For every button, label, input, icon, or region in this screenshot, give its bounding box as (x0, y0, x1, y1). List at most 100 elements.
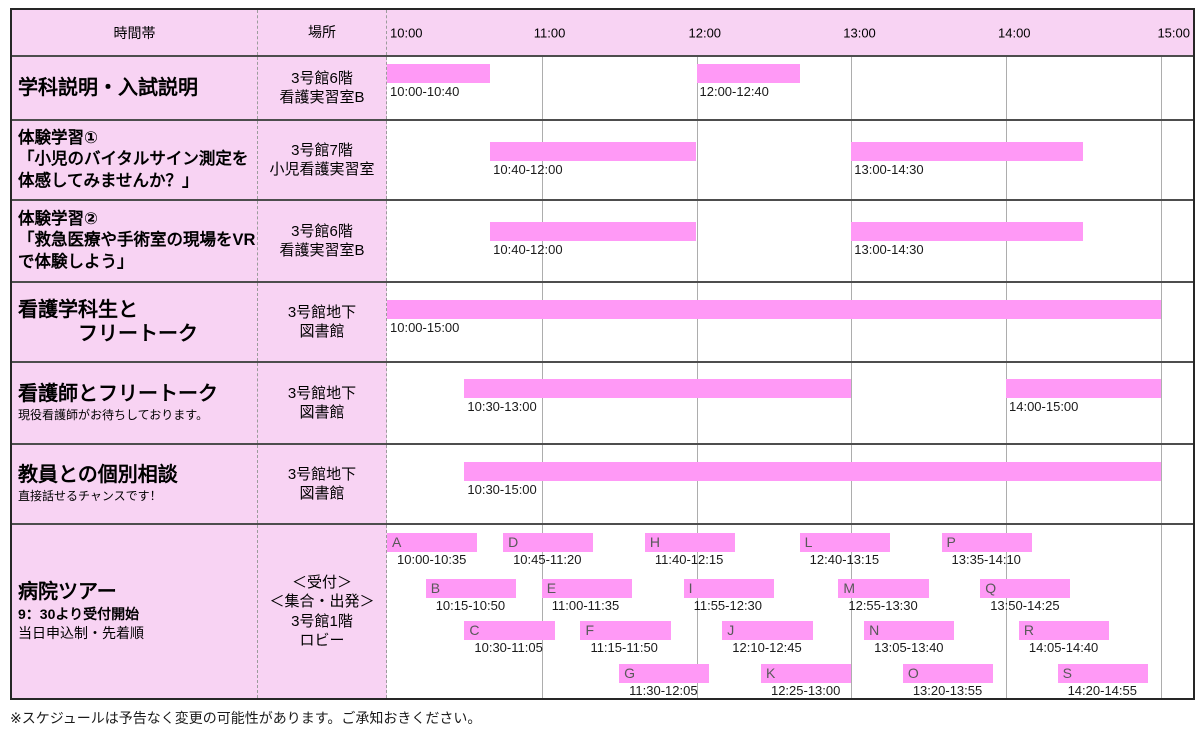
tour-time-label: 12:25-13:00 (770, 683, 841, 698)
timeline-cell: 10:30-15:00 (387, 445, 1193, 523)
timeline-cell: 10:00-10:40 12:00-12:40 (387, 57, 1193, 119)
place-text: 図書館 (299, 485, 345, 502)
hour-gridline (1160, 283, 1162, 361)
tour-bar: N (864, 621, 955, 640)
event-time-label: 12:00-12:40 (699, 84, 769, 99)
header-row: 時間帯 場所 10:00 11:00 12:00 13:00 14:00 15:00 (12, 10, 1193, 55)
tour-letter: G (624, 665, 636, 681)
tour-letter: D (508, 534, 519, 550)
hour-gridline (851, 283, 853, 361)
activity-text: 病院ツアー (18, 581, 117, 604)
event-time-label: 13:00-14:30 (854, 162, 924, 177)
tour-bar: M (838, 579, 929, 598)
schedule-footnote: ※スケジュールは予告なく変更の可能性があります。ご承知おきください。 (10, 710, 482, 726)
tour-bar: I (683, 579, 774, 598)
tour-bar: Q (980, 579, 1071, 598)
event-bar (696, 64, 800, 83)
tour-letter: P (946, 534, 956, 550)
timeline-cell: 10:40-12:00 13:00-14:30 (387, 121, 1193, 199)
place-text: ロビー (299, 632, 345, 649)
tour-letter: N (869, 622, 880, 638)
tour-bar: A (387, 533, 478, 552)
tour-letter: F (585, 622, 594, 638)
tour-bar: G (619, 664, 710, 683)
place-text: 看護実習室B (279, 242, 365, 259)
hour-gridline (696, 445, 698, 523)
place-text: 3号館地下 (287, 465, 357, 483)
hour-gridline (541, 57, 543, 119)
schedule-table: 時間帯 場所 10:00 11:00 12:00 13:00 14:00 15:00 学科… (10, 8, 1195, 700)
place-text: 3号館地下 (287, 303, 357, 321)
hour-gridline (1006, 525, 1007, 698)
tour-letter: S (1062, 665, 1072, 681)
activity-text: 直接話せるチャンスです！ (18, 488, 162, 503)
tour-bar: O (902, 664, 994, 683)
place-text: 小児看護実習室 (269, 161, 375, 178)
time-tick-label: 14:00 (998, 25, 1031, 40)
place-text: 3号館6階 (291, 222, 353, 240)
activity-text: 学科説明・入試説明 (18, 76, 198, 99)
activity-text: 看護師とフリートーク (18, 383, 218, 406)
schedule-row: 看護師とフリートーク 現役看護師がお待ちしております。 3号館地下 図書館 10:30-… (12, 361, 1193, 443)
tour-letter: E (546, 580, 557, 596)
hour-gridline (696, 363, 698, 443)
event-bar (490, 222, 697, 241)
tour-bar: K (760, 664, 852, 683)
header-place-col-label: 場所 (308, 24, 336, 41)
event-bar (490, 142, 697, 161)
hour-gridline (696, 57, 698, 119)
tour-time-label: 10:30-11:05 (474, 640, 543, 655)
place-text: ＜受付＞ (291, 573, 352, 591)
hour-gridline (541, 201, 543, 281)
tour-bar: P (941, 533, 1032, 552)
place-text: 看護実習室B (279, 89, 365, 106)
place-cell: 3号館地下 図書館 (258, 283, 387, 361)
tour-bar: R (1018, 621, 1110, 640)
tour-letter: B (430, 580, 441, 596)
activity-text: 体験学習① (18, 128, 98, 147)
tour-bar: E (541, 579, 633, 598)
hour-gridline (1006, 201, 1007, 281)
tour-bar: C (464, 621, 555, 640)
tour-bar: J (722, 621, 813, 640)
place-cell: ＜受付＞ ＜集合・出発＞ 3号館1階 ロビー (258, 525, 387, 698)
tour-letter: L (804, 534, 813, 550)
tour-letter: I (688, 580, 693, 596)
activity-text: で体験しよう」 (18, 252, 134, 271)
tour-letter: Q (985, 580, 997, 596)
tour-letter: J (727, 622, 735, 638)
place-cell: 3号館6階看護実習室B (258, 201, 387, 281)
schedule-row: 学科説明・入試説明 3号館6階看護実習室B 10:00-10:40 12:00-12:… (12, 55, 1193, 119)
tour-time-label: 10:15-10:50 (435, 598, 506, 613)
activity-text: フリートーク (18, 323, 198, 345)
tour-time-label: 13:35-14:10 (951, 552, 1021, 567)
tour-time-label: 11:00-11:35 (551, 598, 620, 613)
event-time-label: 13:00-14:30 (854, 242, 924, 257)
tour-bar: D (503, 533, 594, 552)
hour-gridline (1006, 445, 1007, 523)
event-time-label: 14:00-15:00 (1009, 399, 1079, 414)
hour-gridline (696, 283, 698, 361)
timeline-cell: 10:30-13:00 14:00-15:00 (387, 363, 1193, 443)
hour-gridline (541, 525, 543, 698)
hour-gridline (541, 445, 543, 523)
tour-time-label: 13:05-13:40 (874, 640, 944, 655)
activity-text: 現役看護師がお待ちしております。 (18, 407, 209, 422)
header-time-col-label: 時間帯 (113, 24, 156, 41)
tour-time-label: 10:00-10:35 (397, 552, 467, 567)
activity-cell: 体験学習② 「救急医療や手術室の現場をVR で体験しよう」 (12, 201, 258, 281)
tour-letter: R (1023, 622, 1035, 638)
activity-cell: 体験学習① 「小児のバイタルサイン測定を 体感してみませんか？」 (12, 121, 258, 199)
activity-text: 「救急医療や手術室の現場をVR (18, 231, 256, 250)
tour-time-label: 12:10-12:45 (732, 640, 802, 655)
tour-time-label: 11:55-12:30 (693, 598, 763, 613)
schedule-row: 体験学習① 「小児のバイタルサイン測定を 体感してみませんか？」 3号館7階 小児看護実… (12, 119, 1193, 199)
activity-cell: 病院ツアー 9：30より受付開始 当日申込制・先着順 (12, 525, 258, 698)
time-tick-label: 12:00 (688, 25, 722, 40)
hour-gridline (1160, 121, 1162, 199)
hour-gridline (541, 363, 543, 443)
timeline-cell: 10:40-12:00 13:00-14:30 (387, 201, 1193, 281)
event-bar (1006, 379, 1161, 398)
tour-time-label: 12:40-13:15 (809, 552, 880, 567)
place-text: 3号館6階 (291, 69, 353, 87)
